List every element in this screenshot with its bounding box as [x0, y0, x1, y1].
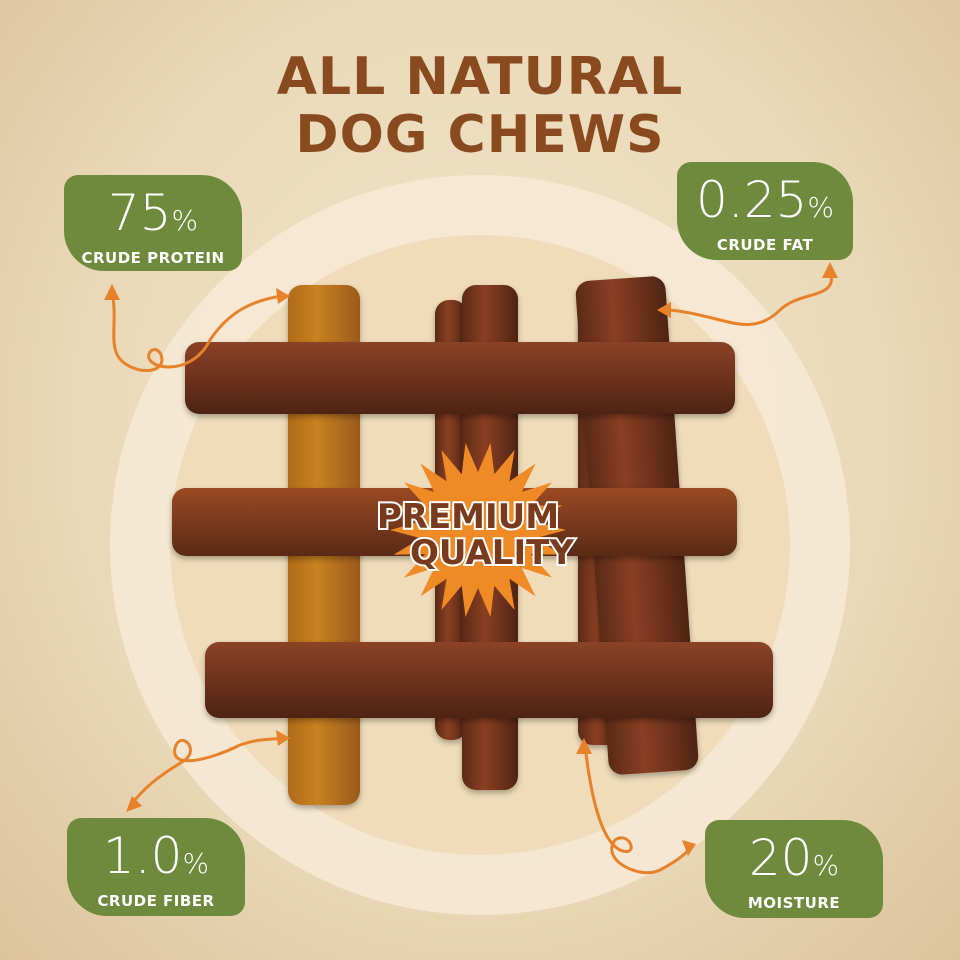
- starburst-icon: [390, 442, 566, 618]
- arrowhead-icon: [104, 284, 120, 300]
- title-line-1: ALL NATURAL: [276, 47, 684, 107]
- stat-badge-fiber: 1.0% CRUDE FIBER: [67, 818, 245, 916]
- page-title: ALL NATURAL DOG CHEWS: [0, 48, 960, 164]
- chew-stick: [205, 642, 773, 718]
- arrowhead-icon: [126, 796, 142, 812]
- arrowhead-icon: [657, 302, 671, 318]
- arrowhead-icon: [822, 262, 838, 278]
- stat-badge-protein: 75% CRUDE PROTEIN: [64, 175, 242, 271]
- stat-unit: %: [182, 847, 210, 880]
- title-line-2: DOG CHEWS: [295, 105, 665, 165]
- stat-unit: %: [171, 204, 199, 237]
- stat-value: 75: [107, 184, 172, 242]
- stat-badge-moisture: 20% MOISTURE: [705, 820, 883, 918]
- stat-value: 1.0: [102, 827, 183, 885]
- seal-line-1: PREMIUM: [377, 497, 559, 537]
- arrowhead-icon: [576, 738, 592, 754]
- stat-unit: %: [807, 191, 834, 224]
- stat-label: CRUDE PROTEIN: [81, 249, 225, 267]
- arrow-moisture: [583, 743, 692, 875]
- stat-label: CRUDE FAT: [716, 236, 814, 254]
- stat-value: 0.25: [696, 171, 808, 229]
- stat-label: MOISTURE: [747, 894, 841, 912]
- chew-stick: [185, 342, 735, 414]
- arrow-fiber: [128, 736, 285, 808]
- seal-line-2: QUALITY: [410, 533, 574, 573]
- stat-value: 20: [748, 829, 813, 887]
- arrow-fat: [663, 268, 834, 326]
- arrowhead-icon: [276, 288, 290, 304]
- arrowhead-icon: [276, 730, 290, 746]
- arrowhead-icon: [682, 840, 696, 856]
- arrow-protein: [110, 290, 284, 372]
- stat-label: CRUDE FIBER: [97, 892, 215, 910]
- stat-unit: %: [812, 849, 840, 882]
- stat-badge-fat: 0.25% CRUDE FAT: [677, 162, 853, 260]
